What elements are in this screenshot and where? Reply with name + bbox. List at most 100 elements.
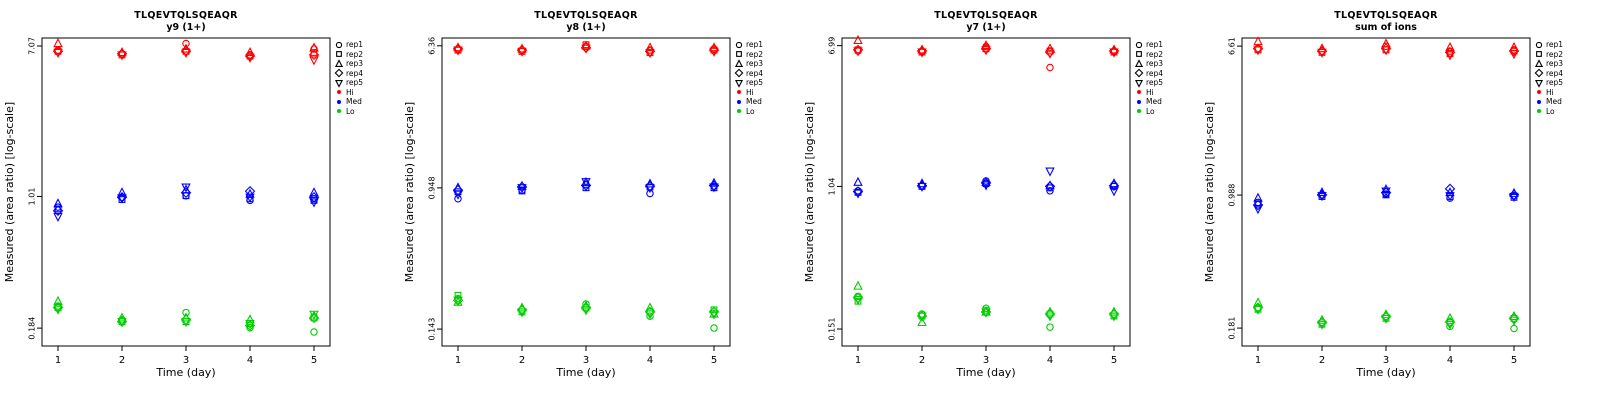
legend-item-med: Med: [733, 97, 763, 107]
data-point: [645, 42, 655, 52]
data-point: [1381, 314, 1391, 324]
legend-item-rep1: rep1: [1533, 40, 1563, 50]
data-point: [117, 312, 127, 322]
data-point: [517, 308, 527, 318]
legend-item-med: Med: [333, 97, 363, 107]
data-point: [1109, 48, 1119, 58]
data-point: [1253, 46, 1263, 56]
data-point: [1444, 183, 1456, 195]
x-tick-label: 5: [711, 355, 717, 366]
data-point: [1381, 46, 1391, 56]
y-tick-label: 1.01: [28, 188, 37, 206]
data-point: [52, 205, 64, 216]
data-point: [245, 320, 255, 330]
data-point: [1109, 187, 1119, 197]
x-tick-label: 3: [1383, 355, 1389, 366]
data-point: [853, 189, 863, 199]
panel-subtitle: y7 (1+): [966, 22, 1006, 33]
data-point: [981, 306, 991, 316]
data-point: [1045, 49, 1055, 59]
legend-triangle-down-icon: [334, 79, 344, 88]
legend-2: rep1 rep2 rep3 rep4 rep5 Hi Med Lo: [1133, 40, 1163, 116]
legend-circle-icon: [335, 41, 343, 48]
legend-triangle-icon: [1134, 59, 1144, 67]
data-point: [981, 308, 991, 318]
plot-svg-1: 1 2 3 4 5 6.36 0.948 0.143: [428, 37, 731, 366]
data-point: [453, 46, 463, 56]
panel-y9: TLQEVTQLSQEAQR y9 (1+) Measured (area ra…: [0, 0, 400, 400]
data-point: [1046, 63, 1054, 72]
y-tick-label: 1.04: [828, 178, 837, 196]
data-point: [310, 328, 318, 336]
data-point: [1509, 192, 1519, 203]
data-point: [917, 316, 927, 327]
legend-label: Lo: [746, 106, 755, 116]
legend-dot-icon: [1137, 90, 1141, 95]
data-point: [309, 187, 319, 197]
data-point: [1045, 167, 1055, 177]
legend-diamond-icon: [1134, 68, 1144, 78]
x-tick-label: 5: [1111, 355, 1117, 366]
data-point: [181, 48, 191, 59]
legend-triangle-down-icon: [1134, 79, 1144, 88]
legend-label: Lo: [1546, 106, 1555, 116]
legend-dot-icon: [737, 99, 741, 104]
data-point: [117, 187, 127, 197]
data-point: [453, 190, 463, 200]
data-point: [181, 183, 191, 193]
legend-label: rep1: [1146, 40, 1164, 49]
legend-item-rep2: rep2: [1133, 50, 1163, 60]
legend-dot-icon: [737, 109, 741, 114]
panel-title: TLQEVTQLSQEAQR: [934, 10, 1038, 21]
legend-label: rep4: [1146, 68, 1164, 78]
x-tick-label: 2: [1319, 355, 1325, 366]
data-point: [517, 184, 527, 194]
legend-label: rep2: [346, 49, 364, 59]
x-tick-label: 1: [855, 355, 861, 366]
plot-svg-3: 1 2 3 4 5 6.61 0.988 0.181: [1228, 36, 1531, 366]
legend-label: rep3: [746, 59, 764, 68]
data-point: [853, 34, 863, 45]
data-point: [1509, 50, 1519, 60]
data-point: [1445, 320, 1455, 330]
data-point: [981, 40, 991, 50]
legend-item-rep5: rep5: [333, 78, 363, 88]
legend-item-lo: Lo: [1533, 107, 1563, 117]
legend-label: Hi: [1146, 87, 1154, 97]
data-point: [309, 310, 319, 320]
data-point: [1445, 41, 1455, 52]
panel-title: TLQEVTQLSQEAQR: [1334, 10, 1438, 21]
y-tick-label: 0.184: [28, 317, 37, 340]
legend-circle-icon: [735, 41, 743, 48]
data-point: [981, 181, 991, 191]
legend-item-med: Med: [1533, 97, 1563, 107]
legend-dot-icon: [337, 109, 341, 114]
legend-label: rep4: [746, 68, 764, 78]
data-point: [53, 38, 63, 48]
legend-item-lo: Lo: [1133, 107, 1163, 117]
y-tick-label: 0.988: [1228, 184, 1237, 207]
panel-title: TLQEVTQLSQEAQR: [534, 10, 638, 21]
data-point: [453, 296, 463, 306]
data-point: [309, 56, 319, 66]
legend-label: rep2: [746, 49, 764, 59]
data-point: [1044, 181, 1056, 192]
data-point: [245, 193, 255, 203]
legend-item-rep1: rep1: [733, 40, 763, 50]
legend-item-hi: Hi: [1133, 88, 1163, 98]
legend-label: rep3: [1546, 59, 1564, 68]
legend-diamond-icon: [334, 68, 344, 78]
legend-item-rep2: rep2: [733, 50, 763, 60]
legend-label: rep3: [346, 59, 364, 68]
legend-item-hi: Hi: [733, 88, 763, 98]
data-point: [308, 312, 320, 324]
legend-label: Lo: [1146, 106, 1155, 116]
data-point: [1445, 192, 1455, 202]
legend-triangle-icon: [734, 59, 744, 67]
data-point: [1046, 323, 1054, 331]
x-tick-label: 5: [1511, 355, 1517, 366]
legend-dot-icon: [337, 90, 341, 95]
legend-dot-icon: [1137, 109, 1141, 114]
x-tick-label: 2: [519, 355, 525, 366]
